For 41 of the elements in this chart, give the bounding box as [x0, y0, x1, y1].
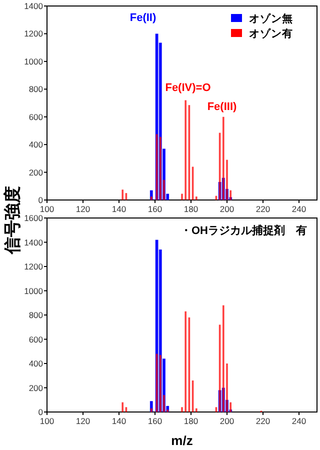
x-tick-label: 220	[256, 204, 270, 214]
y-tick-label: 400	[28, 140, 44, 150]
y-tick-label: 1600	[24, 213, 44, 223]
y-tick-label: 200	[28, 382, 44, 393]
y-tick-label: 1400	[24, 237, 44, 248]
x-tick-label: 240	[292, 416, 306, 426]
y-tick-label: 0	[38, 195, 44, 205]
y-tick-label: 1000	[24, 286, 44, 296]
legend-label: オゾン有	[249, 27, 293, 40]
y-tick-label: 1400	[24, 1, 44, 11]
x-tick-label: 100	[40, 416, 54, 426]
x-axis-title: m/z	[171, 433, 194, 448]
x-tick-label: 240	[292, 204, 306, 214]
y-tick-label: 600	[28, 112, 44, 122]
legend-label: オゾン無	[249, 12, 293, 25]
y-tick-label: 800	[28, 84, 44, 94]
x-tick-label: 120	[76, 204, 90, 214]
y-tick-label: 0	[38, 407, 44, 417]
x-tick-label: 160	[148, 416, 162, 426]
y-tick-label: 1000	[24, 56, 44, 66]
x-tick-label: 180	[184, 204, 198, 214]
x-tick-label: 220	[256, 416, 270, 426]
x-tick-label: 200	[220, 416, 234, 426]
x-tick-label: 120	[76, 416, 90, 426]
y-axis-title: 信号強度	[3, 186, 22, 255]
y-tick-label: 800	[28, 310, 44, 320]
x-tick-label: 140	[112, 204, 126, 214]
x-tick-label: 160	[148, 204, 162, 214]
annotation: Fe(IV)=O	[165, 82, 212, 94]
x-tick-label: 140	[112, 416, 126, 426]
x-tick-label: 200	[220, 204, 234, 214]
x-tick-label: 100	[40, 204, 54, 214]
annotation: ・OHラジカル捕捉剤 有	[180, 224, 307, 237]
y-tick-label: 600	[28, 334, 44, 344]
annotation: Fe(II)	[130, 12, 156, 24]
y-tick-label: 200	[28, 167, 44, 178]
annotation: Fe(III)	[207, 101, 237, 113]
y-tick-label: 1200	[24, 28, 44, 39]
x-tick-label: 180	[184, 416, 198, 426]
y-tick-label: 400	[28, 358, 44, 368]
y-tick-label: 1200	[24, 262, 44, 272]
